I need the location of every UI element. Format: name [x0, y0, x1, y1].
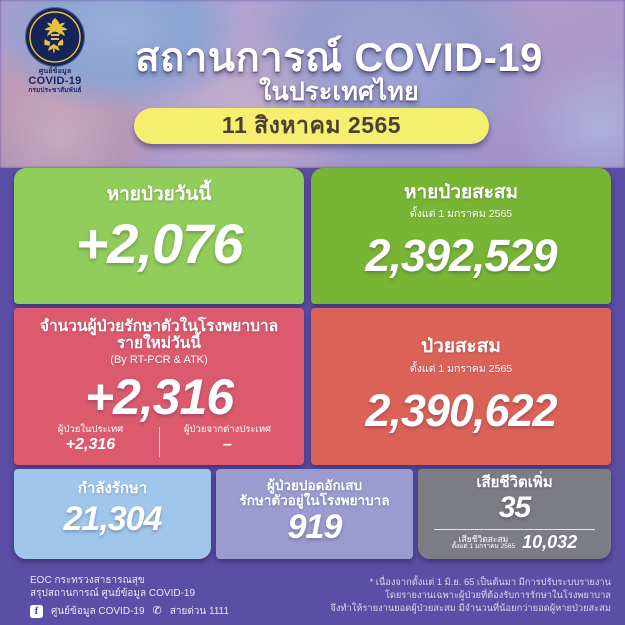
phone-icon: ✆	[152, 604, 162, 617]
date-badge: 11 สิงหาคม 2565	[134, 108, 489, 144]
stat-card-currently-treating: กำลังรักษา 21,304	[14, 469, 211, 559]
footnote: * เนื่องจากตั้งแต่ 1 มิ.ย. 65 เป็นต้นมา …	[266, 576, 611, 616]
footer-line-1: EOC กระทรวงสาธารณสุข	[30, 575, 145, 586]
new-cases-domestic: ผู้ป่วยในประเทศ +2,316	[27, 424, 155, 454]
footer-contacts: f ศูนย์ข้อมูล COVID-19 ✆ สายด่วน 1111	[30, 604, 229, 619]
facebook-page-label[interactable]: ศูนย์ข้อมูล COVID-19	[51, 605, 145, 617]
footer-source: EOC กระทรวงสาธารณสุข สรุปสถานการณ์ ศูนย์…	[30, 575, 229, 619]
facebook-icon[interactable]: f	[30, 604, 43, 618]
stat-card-total-cases: ป่วยสะสม ตั้งแต่ 1 มกราคม 2565 2,390,622	[311, 308, 611, 465]
footnote-line-1: * เนื่องจากตั้งแต่ 1 มิ.ย. 65 เป็นต้นมา …	[369, 577, 611, 587]
recovered-today-label: หายป่วยวันนี้	[106, 184, 212, 205]
deaths-total-sublabel: ตั้งแต่ 1 มกราคม 2565	[451, 542, 516, 550]
breakdown-divider	[158, 427, 160, 457]
recovered-total-sublabel: ตั้งแต่ 1 มกราคม 2565	[409, 208, 513, 221]
total-cases-value: 2,390,622	[365, 385, 557, 437]
thai-garuda-seal-icon	[26, 8, 84, 66]
deaths-total-label: เสียชีวิตสะสม	[458, 533, 509, 544]
deaths-cumulative-row: เสียชีวิตสะสม ตั้งแต่ 1 มกราคม 2565 10,0…	[434, 529, 595, 553]
stat-card-recovered-today: หายป่วยวันนี้ +2,076	[14, 168, 304, 304]
imported-value: –	[223, 436, 232, 454]
total-cases-label: ป่วยสะสม	[421, 336, 501, 357]
hotline-label[interactable]: สายด่วน 1111	[169, 605, 230, 617]
domestic-value: +2,316	[65, 436, 116, 454]
pneumonia-label-line1: ผู้ป่วยปอดอักเสบ	[266, 478, 363, 493]
pneumonia-label-line2: รักษาตัวอยู่ในโรงพยาบาล	[239, 493, 390, 509]
recovered-total-value: 2,392,529	[365, 230, 557, 282]
logo-line-2: COVID-19	[28, 75, 82, 88]
deaths-label: เสียชีวิตเพิ่ม	[476, 474, 553, 491]
deaths-value: 35	[498, 490, 531, 524]
stat-card-pneumonia: ผู้ป่วยปอดอักเสบ รักษาตัวอยู่ในโรงพยาบาล…	[216, 469, 413, 559]
new-cases-imported: ผู้ป่วยจากต่างประเทศ –	[164, 424, 292, 454]
treating-label: กำลังรักษา	[77, 480, 148, 497]
treating-value: 21,304	[63, 499, 163, 538]
new-cases-label-line2: รายใหม่วันนี้	[116, 335, 201, 353]
header-banner: ศูนย์ข้อมูล COVID-19 กรมประชาสัมพันธ์ สถ…	[0, 0, 625, 168]
footnote-line-2: โดยรายงานเฉพาะผู้ป่วยที่ต้องรับการรักษาใ…	[384, 590, 611, 601]
date-text: 11 สิงหาคม 2565	[221, 112, 402, 138]
page-subtitle: ในประเทศไทย	[259, 78, 419, 106]
domestic-label: ผู้ป่วยในประเทศ	[57, 424, 124, 435]
new-cases-value: +2,316	[84, 368, 234, 425]
total-cases-sublabel: ตั้งแต่ 1 มกราคม 2565	[409, 363, 513, 376]
stat-card-new-hospitalized: จำนวนผู้ป่วยรักษาตัวในโรงพยาบาล รายใหม่ว…	[14, 308, 304, 465]
footnote-line-3: จึงทำให้รายงานยอดผู้ป่วยสะสม มีจำนวนที่น…	[330, 603, 611, 614]
new-cases-label-line1: จำนวนผู้ป่วยรักษาตัวในโรงพยาบาล	[39, 318, 279, 335]
recovered-today-value: +2,076	[75, 212, 244, 276]
deaths-total-value: 10,032	[522, 532, 578, 552]
pneumonia-value: 919	[287, 508, 343, 547]
imported-label: ผู้ป่วยจากต่างประเทศ	[183, 424, 272, 435]
stat-card-recovered-total: หายป่วยสะสม ตั้งแต่ 1 มกราคม 2565 2,392,…	[311, 168, 611, 304]
new-cases-breakdown: ผู้ป่วยในประเทศ +2,316 ผู้ป่วยจากต่างประ…	[14, 424, 304, 457]
logo-line-3: กรมประชาสัมพันธ์	[28, 87, 82, 95]
deaths-cumulative-labels: เสียชีวิตสะสม ตั้งแต่ 1 มกราคม 2565	[451, 533, 516, 551]
stat-card-deaths: เสียชีวิตเพิ่ม 35 เสียชีวิตสะสม ตั้งแต่ …	[418, 469, 611, 559]
agency-logo: ศูนย์ข้อมูล COVID-19 กรมประชาสัมพันธ์	[13, 8, 97, 95]
logo-line-1: ศูนย์ข้อมูล	[38, 68, 72, 75]
recovered-total-label: หายป่วยสะสม	[403, 182, 519, 203]
new-cases-method-note: (By RT-PCR & ATK)	[110, 353, 208, 366]
page-title: สถานการณ์ COVID-19	[135, 36, 543, 80]
footer-line-2: สรุปสถานการณ์ ศูนย์ข้อมูล COVID-19	[30, 587, 196, 599]
